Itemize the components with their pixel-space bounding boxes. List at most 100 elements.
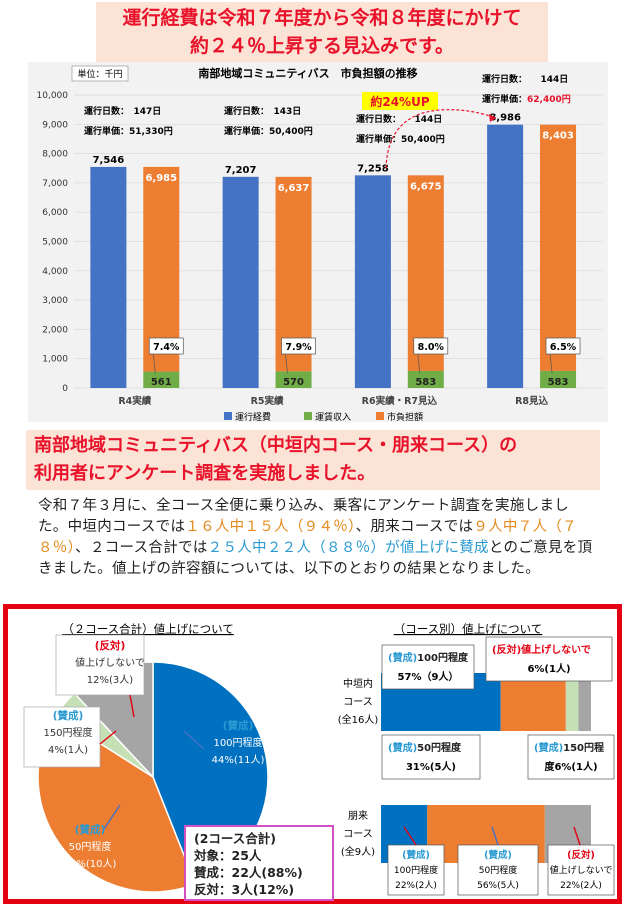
y-tick-label: 5,000	[42, 238, 68, 248]
pie-leader-arrow	[129, 694, 135, 718]
callout-tag: (賛成)	[388, 741, 417, 754]
stacked-callout-text: 50円程度	[479, 864, 517, 876]
y-tick-label: 7,000	[42, 179, 68, 189]
survey-banner: 南部地域コミュニティバス（中垣内コース・朋来コース）の 利用者にアンケート調査を…	[26, 430, 600, 490]
stacked-segment	[578, 673, 591, 731]
stacked-callout-title: (賛成)50円程度	[388, 741, 462, 754]
stacked-callout-box	[485, 636, 613, 682]
revenue-pct-box	[281, 337, 316, 355]
callout-text: 値上げしないで	[520, 643, 591, 656]
revenue-pct-leader	[549, 353, 553, 373]
pie-label-pct: 40%(10人)	[64, 858, 117, 870]
survey-charts: （２コース合計）値上げについて （コース別）値上げについて (賛成)100円程度…	[23, 622, 615, 896]
revenue-pct-box	[413, 337, 449, 355]
summary-title: (2コース合計)	[194, 831, 276, 846]
unit-label-box	[71, 65, 129, 82]
paragraph-highlight-2: ９人中７人（７８％）	[38, 519, 577, 556]
course-label: 朋来	[348, 810, 368, 822]
category-label: R4実績	[118, 395, 151, 407]
stacked-leader-arrow	[403, 826, 417, 846]
legend-label: 市負担額	[387, 411, 423, 422]
course-label: (全16人)	[338, 713, 379, 726]
stacked-callout-title: (賛成)100円程度	[388, 651, 469, 664]
paragraph-highlight-1: １６人中１５人（９４％）	[185, 519, 356, 535]
y-tick-label: 9,000	[42, 120, 68, 130]
bar-label-fare-revenue: 561	[151, 377, 172, 388]
paragraph-text-4: とのご意見を頂きました。値上げの許容額については、以下のとおりの結果となりました…	[38, 540, 593, 577]
bar-label-fare-revenue: 570	[283, 377, 304, 388]
stacked-callout-pct: 22%(2人)	[560, 880, 602, 891]
pie-callout-box	[55, 634, 145, 696]
unit-price-label: 運行単価：50,400円	[224, 125, 313, 137]
y-tick-label: 3,000	[42, 296, 68, 306]
summary-box: (2コース合計) 対象：25人 賛成：22人(88%) 反対：3人(12%)	[184, 825, 334, 901]
y-tick-label: 4,000	[42, 267, 68, 277]
summary-target: 対象：25人	[194, 848, 262, 863]
stacked-callout-tag: (賛成)	[484, 849, 512, 861]
callout-tag: (反対)	[492, 643, 521, 656]
bar-label-operating-cost: 7,258	[357, 163, 389, 174]
operating-days-label: 運行日数： 144日	[482, 73, 568, 85]
bar-city-burden	[540, 124, 577, 371]
paragraph-highlight-3: ２５人中２２人（８８％）が値上げに賛成	[207, 540, 489, 556]
stacked-callout-box	[381, 734, 481, 780]
revenue-pct-box	[545, 337, 581, 355]
y-tick-label: 8,000	[42, 150, 68, 160]
revenue-pct-label: 8.0%	[418, 342, 445, 353]
pie-label-pct: 12%(3人)	[87, 674, 133, 686]
stacked-callout-pct: 6%(1人)	[527, 662, 570, 675]
bar-operating-cost	[222, 176, 259, 388]
callout-tag: (賛成)	[534, 741, 563, 754]
bar-label-fare-revenue: 583	[548, 377, 569, 388]
pie-label-pct: 4%(1人)	[48, 744, 88, 756]
stacked-callout-pct: 22%(2人)	[395, 880, 437, 891]
callout-text: 100円程度	[417, 651, 469, 664]
chart-title: 南部地域コミュニティバス 市負担額の推移	[198, 66, 417, 80]
stacked-callout-box	[381, 644, 475, 690]
y-tick-label: 0	[62, 384, 68, 394]
bar-operating-cost	[487, 124, 524, 388]
revenue-pct-label: 7.4%	[153, 342, 180, 353]
stacked-callout-box	[387, 844, 445, 896]
callout-text: 50円程度	[417, 741, 462, 754]
course-label: コース	[343, 697, 373, 708]
bar-label-operating-cost: 7,207	[225, 165, 257, 176]
unit-price-prefix: 運行単価：	[482, 93, 527, 105]
up-arrow-head	[489, 114, 496, 122]
pie-label-tag: (賛成)	[75, 823, 106, 836]
headline-line-1: 運行経費は令和７年度から令和８年度にかけて	[122, 7, 522, 29]
bar-label-city-burden: 6,675	[410, 181, 442, 192]
pie-label-tag: (賛成)	[53, 709, 84, 722]
unit-price-label: 運行単価：62,400円	[482, 93, 571, 105]
category-label: R6実績・R7見込	[362, 395, 438, 407]
bar-city-burden	[143, 166, 180, 372]
bar-label-city-burden: 6,985	[145, 173, 177, 184]
y-tick-label: 6,000	[42, 208, 68, 218]
revenue-pct-leader	[285, 353, 288, 374]
headline-banner: 運行経費は令和７年度から令和８年度にかけて 約２４％上昇する見込みです。	[96, 2, 548, 62]
bar-fare-revenue	[143, 371, 180, 388]
survey-results-box: （２コース合計）値上げについて （コース別）値上げについて (賛成) 100円程度…	[3, 604, 622, 904]
summary-disagree: 反対：3人(12%)	[194, 882, 295, 897]
pie-callout-box	[23, 706, 101, 768]
legend-swatch	[376, 412, 384, 420]
category-label: R8見込	[515, 395, 548, 407]
legend-swatch	[224, 412, 232, 420]
unit-label: 単位：千円	[77, 68, 122, 80]
unit-price-value: 62,400円	[527, 94, 571, 105]
stacked-callout-pct: 56%(5人)	[477, 880, 519, 891]
stacked-callout-tag: (反対)	[567, 849, 595, 861]
summary-agree: 賛成：22人(88%)	[194, 865, 303, 880]
bar-operating-cost	[90, 166, 127, 388]
y-tick-label: 10,000	[37, 91, 69, 101]
up-arrow	[385, 109, 497, 169]
callout-tag: (賛成)	[388, 651, 417, 664]
stacked-callout-box	[457, 844, 539, 896]
bar-fare-revenue	[540, 370, 577, 388]
pie-label-tag: (反対)	[95, 639, 126, 652]
pie-label-name: 150円程度	[43, 726, 92, 739]
survey-banner-line-1: 南部地域コミュニティバス（中垣内コース・朋来コース）の	[34, 435, 518, 456]
y-tick-label: 2,000	[42, 325, 68, 335]
revenue-pct-leader	[417, 353, 421, 373]
pie-label-name: 値上げしないで	[75, 656, 145, 669]
